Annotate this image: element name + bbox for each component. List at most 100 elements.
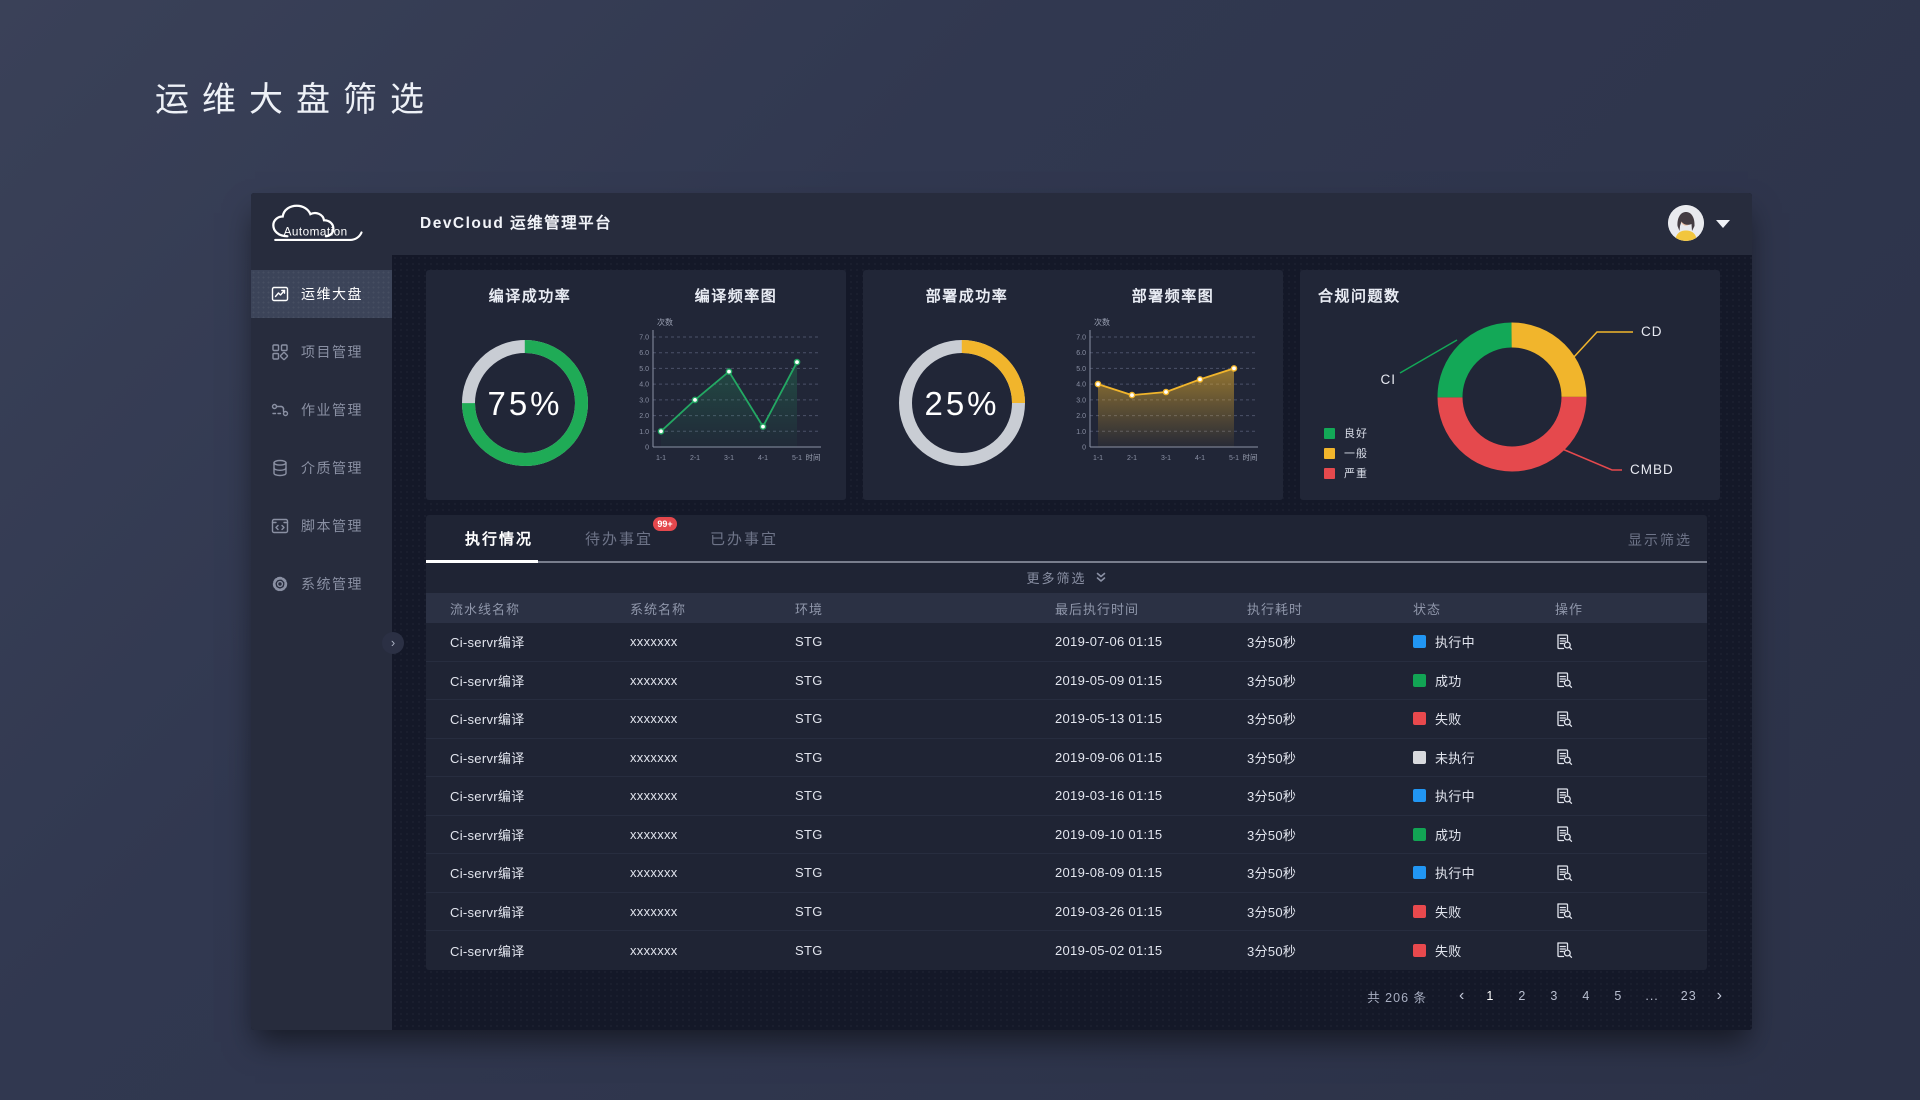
page-button-1[interactable]: 1 <box>1486 989 1495 1003</box>
legend-label: 严重 <box>1344 468 1368 480</box>
tab-todo[interactable]: 待办事宜 99+ <box>585 515 678 561</box>
sidebar-item-dashboard[interactable]: 运维大盘 <box>251 270 392 318</box>
view-log-button[interactable] <box>1555 633 1573 651</box>
app-title: DevCloud 运维管理平台 <box>420 215 613 232</box>
legend-label: 良好 <box>1344 428 1368 440</box>
svg-text:3.0: 3.0 <box>639 397 649 404</box>
view-log-button[interactable] <box>1555 710 1573 728</box>
svg-text:7.0: 7.0 <box>1076 335 1086 342</box>
compliance-title: 合规问题数 <box>1318 288 1401 305</box>
table-row: Ci-servr编译 xxxxxxx STG 2019-03-26 01:15 3分50… <box>426 893 1707 931</box>
more-filter-button[interactable]: 更多筛选 <box>426 562 1707 593</box>
page-button-5[interactable]: 5 <box>1614 989 1623 1003</box>
env-cell: STG <box>795 903 823 919</box>
svg-text:时间: 时间 <box>806 452 821 462</box>
status-label: 失败 <box>1435 904 1462 920</box>
sidebar-item-label: 脚本管理 <box>301 518 363 534</box>
file-search-icon <box>1557 826 1573 843</box>
column-header: 环境 <box>795 601 824 617</box>
pagination: 共 206 条 ‹ 1 2 3 4 5... 23 › <box>1367 981 1725 1011</box>
avatar[interactable] <box>1668 205 1704 241</box>
deploy-rate-donut-chart: 25% <box>899 340 1025 466</box>
file-search-icon <box>1557 942 1573 959</box>
legend-swatch <box>1324 447 1335 459</box>
todo-count-badge: 99+ <box>653 517 678 531</box>
table-row: Ci-servr编译 xxxxxxx STG 2019-05-13 01:15 3分50… <box>426 700 1707 739</box>
pagination-next-button[interactable]: › <box>1716 987 1723 1004</box>
page-button-3[interactable]: 3 <box>1550 989 1559 1003</box>
sidebar-item-media[interactable]: 介质管理 <box>251 444 392 492</box>
view-log-button[interactable] <box>1555 864 1573 882</box>
pagination-prev-button[interactable]: ‹ <box>1459 987 1466 1004</box>
status-color-square <box>1413 866 1426 880</box>
svg-text:2.0: 2.0 <box>639 413 649 420</box>
env-cell: STG <box>795 711 823 727</box>
svg-text:1.0: 1.0 <box>1076 429 1086 436</box>
show-filter-link[interactable]: 显示筛选 <box>1628 532 1692 548</box>
tab-execution[interactable]: 执行情况 <box>465 531 534 548</box>
svg-text:4-1: 4-1 <box>758 455 768 462</box>
page-button-2[interactable]: 2 <box>1518 989 1527 1003</box>
view-log-button[interactable] <box>1555 671 1573 689</box>
tab-done[interactable]: 已办事宜 <box>710 531 779 548</box>
pipeline-name-cell: Ci-servr编译 <box>450 673 525 689</box>
page-button-23[interactable]: 23 <box>1680 989 1697 1003</box>
svg-text:2.0: 2.0 <box>1076 413 1086 420</box>
file-search-icon <box>1557 865 1573 881</box>
app-window: Automation DevCloud 运维管理平台 运维大盘项目管理作业管理介… <box>251 193 1752 1030</box>
duration-cell: 3分50秒 <box>1247 904 1297 920</box>
sidebar-item-system[interactable]: 系统管理 <box>251 560 392 608</box>
svg-text:6.0: 6.0 <box>1076 350 1086 357</box>
svg-text:次数: 次数 <box>657 317 673 327</box>
status-label: 未执行 <box>1435 750 1475 766</box>
sidebar-item-projects[interactable]: 项目管理 <box>251 328 392 376</box>
legend-item: 严重 <box>1324 463 1368 483</box>
status-label: 失败 <box>1435 712 1462 728</box>
automation-cloud-logo-icon: Automation <box>272 204 363 241</box>
env-cell: STG <box>795 942 823 958</box>
sidebar-collapse-button[interactable]: › <box>382 632 404 654</box>
file-search-icon <box>1557 634 1573 650</box>
view-log-button[interactable] <box>1555 787 1573 805</box>
caret-down-icon[interactable] <box>1716 220 1730 228</box>
deploy-frequency-title: 部署频率图 <box>1131 288 1215 305</box>
last-exec-time-cell: 2019-03-16 01:15 <box>1055 788 1163 804</box>
pipeline-name-cell: Ci-servr编译 <box>450 750 525 766</box>
sidebar-item-jobs[interactable]: 作业管理 <box>251 386 392 434</box>
system-name-cell: xxxxxxx <box>630 788 678 804</box>
view-log-button[interactable] <box>1555 902 1573 920</box>
svg-text:6.0: 6.0 <box>639 350 649 357</box>
status-color-square <box>1413 712 1426 726</box>
gear-icon <box>272 576 288 592</box>
status-badge: 未执行 <box>1413 748 1555 767</box>
main-content: 编译成功率 编译频率图 75% 7.0 6.0 5.0 4.0 3.0 2.0 1.0 0 次数… <box>392 255 1752 1030</box>
table-row: Ci-servr编译 xxxxxxx STG 2019-08-09 01:15 3分50… <box>426 854 1707 893</box>
last-exec-time-cell: 2019-03-26 01:15 <box>1055 903 1163 919</box>
table-row: Ci-servr编译 xxxxxxx STG 2019-05-09 01:15 3分50… <box>426 662 1707 700</box>
svg-text:7.0: 7.0 <box>639 335 649 342</box>
status-badge: 失败 <box>1413 941 1555 960</box>
table-row: Ci-servr编译 xxxxxxx STG 2019-03-16 01:15 3分50… <box>426 777 1707 816</box>
pipeline-name-cell: Ci-servr编译 <box>450 827 525 843</box>
system-name-cell: xxxxxxx <box>630 711 678 727</box>
deploy-rate-title: 部署成功率 <box>925 288 1009 305</box>
status-badge: 执行中 <box>1413 632 1555 651</box>
file-search-icon <box>1557 903 1573 920</box>
status-color-square <box>1413 673 1426 687</box>
view-log-button[interactable] <box>1555 748 1573 766</box>
duration-cell: 3分50秒 <box>1247 943 1297 959</box>
column-header: 状态 <box>1413 601 1442 617</box>
status-color-square <box>1413 750 1426 764</box>
sidebar-item-label: 系统管理 <box>301 576 363 592</box>
pipeline-name-cell: Ci-servr编译 <box>450 866 525 882</box>
page-button-4[interactable]: 4 <box>1582 989 1591 1003</box>
svg-text:3.0: 3.0 <box>1076 397 1086 404</box>
view-log-button[interactable] <box>1555 825 1573 843</box>
svg-text:5.0: 5.0 <box>639 366 649 373</box>
file-search-icon <box>1557 788 1573 804</box>
view-log-button[interactable] <box>1555 941 1573 959</box>
deploy-frequency-chart: 7.0 6.0 5.0 4.0 3.0 2.0 1.0 0 次数 1-1 2-1 3-1 4-1 5-1 时… <box>1076 317 1258 462</box>
svg-text:5-1: 5-1 <box>792 455 802 462</box>
sidebar-item-scripts[interactable]: 脚本管理 <box>251 502 392 550</box>
